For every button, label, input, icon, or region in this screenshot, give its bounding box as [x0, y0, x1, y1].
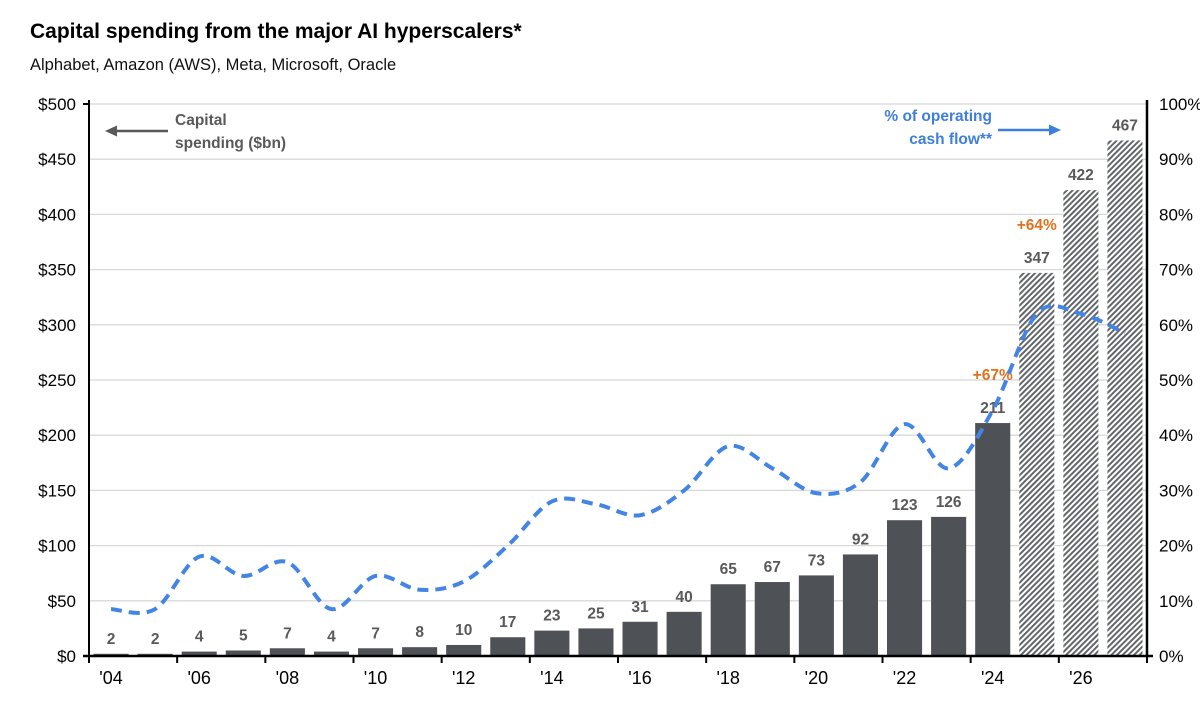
bar-2009: [313, 651, 349, 656]
left-tick-label: $50: [48, 592, 76, 611]
right-arrow-icon: [998, 124, 1061, 136]
bar-2019: [754, 582, 790, 656]
bar-2018: [710, 584, 746, 656]
x-tick-label: '16: [628, 668, 651, 688]
growth-annotation: +67%: [973, 367, 1013, 384]
bar-value-label: 23: [543, 608, 561, 625]
right-tick-label: 10%: [1159, 592, 1193, 611]
bar-2027: [1107, 140, 1143, 656]
bar-value-label: 92: [852, 531, 869, 548]
bar-2020: [798, 575, 834, 656]
bar-2016: [622, 621, 658, 656]
bar-2014: [534, 630, 570, 656]
x-tick-label: '14: [540, 668, 563, 688]
x-tick-label: '26: [1069, 668, 1092, 688]
left-tick-label: $400: [38, 205, 76, 224]
bar-2022: [887, 520, 923, 656]
bar-2010: [358, 648, 394, 656]
left-tick-label: $150: [38, 481, 76, 500]
right-tick-label: 60%: [1159, 316, 1193, 335]
bar-series-label: Capital spending ($bn): [175, 109, 286, 155]
right-tick-label: 70%: [1159, 261, 1193, 280]
gridlines: [89, 103, 1147, 602]
bar-value-labels: 2 2 4 5 7 4 7 8 10 17 23 25 31 40 65 67 73 92 123 126 211 347…: [107, 117, 1138, 647]
bar-2007: [225, 650, 261, 656]
bar-2024: [975, 423, 1011, 656]
bar-value-label: 73: [808, 552, 826, 569]
line-series-label: % of operating cash flow**: [884, 105, 992, 151]
bar-2017: [666, 611, 702, 656]
bar-value-label: 10: [455, 622, 472, 639]
left-tick-label: $300: [38, 316, 76, 335]
right-tick-label: 40%: [1159, 426, 1193, 445]
line-series-label-line2: cash flow**: [909, 131, 992, 148]
bar-value-label: 5: [239, 627, 248, 644]
bar-2026: [1063, 190, 1099, 656]
bar-value-label: 4: [195, 629, 204, 646]
bar-value-label: 211: [980, 400, 1005, 417]
left-tick-label: $500: [38, 95, 76, 114]
bar-value-label: 7: [283, 625, 292, 642]
left-arrow-icon: [105, 125, 168, 137]
right-tick-label: 100%: [1159, 95, 1200, 114]
x-tick-label: '10: [364, 668, 387, 688]
line-series-label-line1: % of operating: [884, 108, 992, 125]
bar-value-label: 126: [936, 494, 962, 511]
x-tick-label: '24: [981, 668, 1004, 688]
bar-2006: [181, 651, 217, 656]
bar-value-label: 8: [415, 624, 424, 641]
bars-group: [93, 140, 1143, 656]
bar-value-label: 67: [764, 559, 781, 576]
bar-series-label-line2: spending ($bn): [175, 135, 287, 152]
right-tick-label: 0%: [1159, 647, 1184, 666]
bar-value-label: 347: [1024, 250, 1050, 267]
bar-value-label: 25: [587, 605, 605, 622]
bar-2015: [578, 628, 614, 656]
bar-value-label: 40: [676, 589, 693, 606]
growth-annotation: +64%: [1017, 217, 1057, 234]
bar-value-label: 422: [1068, 167, 1094, 184]
pct-of-cash-flow-line: [110, 303, 1126, 615]
x-tick-label: '08: [276, 668, 299, 688]
bar-value-label: 4: [327, 629, 336, 646]
bar-series-label-line1: Capital: [175, 112, 227, 129]
right-tick-label: 80%: [1159, 205, 1193, 224]
bar-2023: [931, 516, 967, 656]
left-tick-label: $250: [38, 371, 76, 390]
bar-2021: [842, 554, 878, 656]
bar-value-label: 7: [371, 625, 380, 642]
bar-value-label: 65: [720, 561, 738, 578]
x-tick-label: '06: [187, 668, 210, 688]
left-tick-label: $200: [38, 426, 76, 445]
left-tick-label: $450: [38, 150, 76, 169]
left-tick-label: $350: [38, 261, 76, 280]
right-tick-label: 90%: [1159, 150, 1193, 169]
left-tick-label: $0: [57, 647, 76, 666]
right-tick-label: 30%: [1159, 481, 1193, 500]
right-tick-label: 20%: [1159, 537, 1193, 556]
left-tick-label: $100: [38, 537, 76, 556]
chart-title: Capital spending from the major AI hyper…: [30, 20, 522, 43]
bar-2008: [269, 648, 305, 656]
right-tick-label: 50%: [1159, 371, 1193, 390]
bar-value-label: 2: [107, 631, 116, 648]
bar-value-label: 123: [892, 497, 918, 514]
bar-2013: [490, 637, 526, 656]
bar-2012: [446, 644, 482, 656]
bar-value-label: 31: [631, 599, 649, 616]
x-tick-label: '22: [893, 668, 916, 688]
x-tick-label: '04: [99, 668, 122, 688]
bar-value-label: 467: [1112, 117, 1138, 134]
bar-2011: [402, 647, 438, 656]
bar-value-label: 17: [499, 614, 516, 631]
chart-subtitle: Alphabet, Amazon (AWS), Meta, Microsoft,…: [30, 56, 397, 74]
x-tick-label: '20: [805, 668, 828, 688]
bar-value-label: 2: [151, 631, 160, 648]
x-tick-label: '18: [716, 668, 739, 688]
x-tick-label: '12: [452, 668, 475, 688]
